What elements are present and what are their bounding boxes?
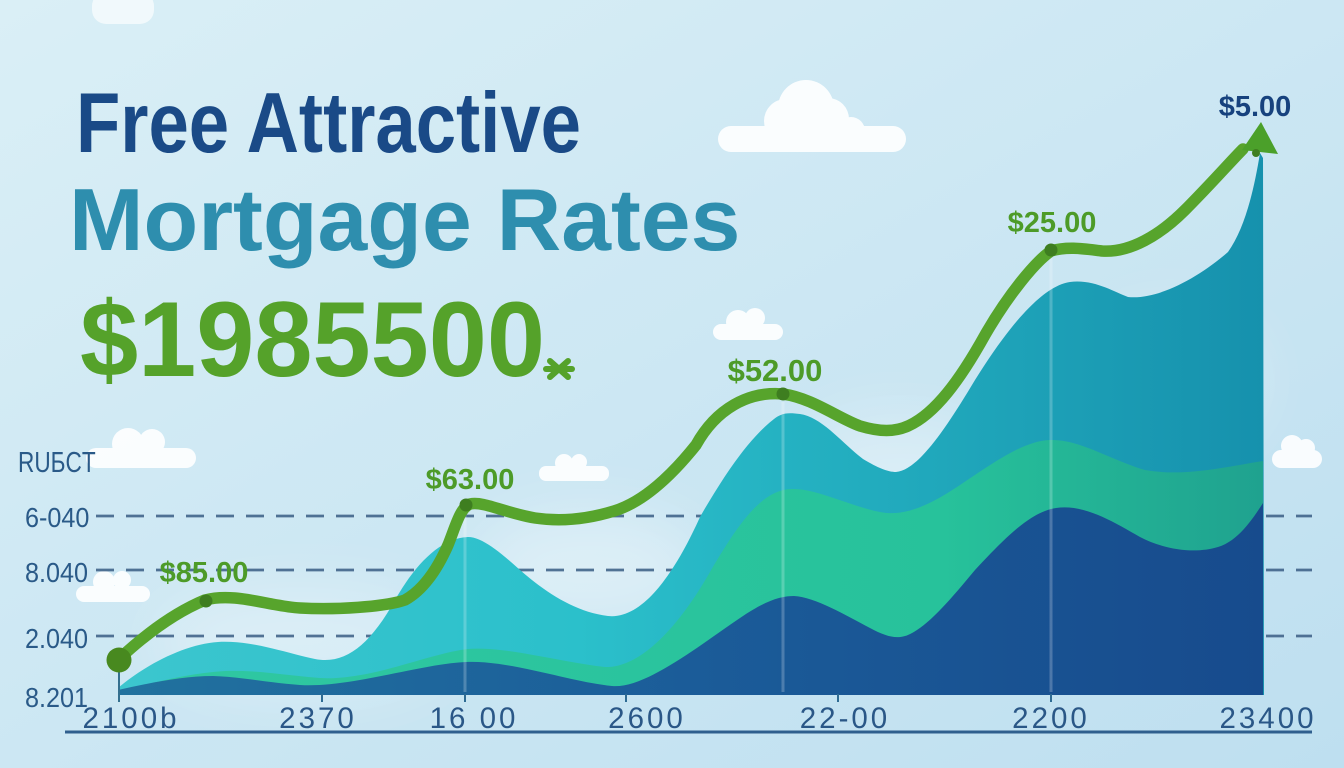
svg-text:$25.00: $25.00 [1008, 207, 1097, 239]
svg-text:Mortgage Rates: Mortgage Rates [69, 171, 740, 269]
svg-text:23400: 23400 [1219, 702, 1316, 735]
svg-text:2370: 2370 [279, 702, 357, 735]
svg-text:2200: 2200 [1012, 702, 1090, 735]
svg-text:2100b: 2100b [82, 702, 179, 735]
svg-text:Free Attractive: Free Attractive [76, 75, 581, 171]
svg-text:16 00: 16 00 [430, 702, 519, 735]
svg-text:$52.00: $52.00 [728, 353, 823, 388]
svg-text:$85.00: $85.00 [160, 557, 249, 589]
svg-text:2.040: 2.040 [25, 623, 88, 655]
svg-text:8.201: 8.201 [25, 682, 88, 714]
svg-text:RUБCT: RUБCT [18, 445, 96, 478]
svg-text:22-00: 22-00 [800, 702, 890, 735]
svg-text:$1985500: $1985500 [80, 280, 545, 399]
svg-text:2600: 2600 [608, 702, 686, 735]
svg-text:8.040: 8.040 [25, 557, 88, 589]
svg-text:$5.00: $5.00 [1219, 91, 1292, 123]
svg-text:6-040: 6-040 [25, 502, 89, 534]
svg-text:$63.00: $63.00 [426, 464, 515, 496]
